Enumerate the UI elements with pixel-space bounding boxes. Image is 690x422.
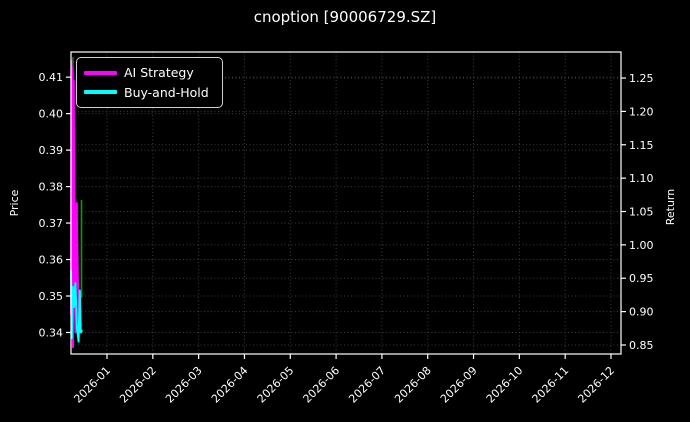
y-tick-label-left: 0.35 [39,290,64,303]
y-tick-label-right: 1.10 [629,172,654,185]
y-tick-label-right: 0.95 [629,272,654,285]
axes-frame [70,51,622,355]
x-tick-label: 2026-04 [209,364,251,406]
y-tick-label-left: 0.39 [39,144,64,157]
x-tick-label: 2026-03 [163,364,205,406]
x-tick-label: 2026-12 [575,364,617,406]
y-tick-label-left: 0.36 [39,254,64,267]
y-tick-label-right: 0.90 [629,306,654,319]
series-line-buy-and-hold [70,269,83,343]
x-tick-label: 2026-10 [484,364,526,406]
x-tick-label: 2026-01 [71,364,113,406]
legend-entry-buy-and-hold: Buy-and-Hold [84,83,215,103]
y-tick-label-right: 0.85 [629,339,654,352]
y-tick-label-right: 1.25 [629,72,654,85]
x-tick-label: 2026-05 [255,364,297,406]
x-tick-label: 2026-11 [530,364,572,406]
legend-entry-ai-strategy: AI Strategy [84,63,215,83]
y-tick-label-left: 0.38 [39,181,64,194]
y-tick-label-left: 0.40 [39,108,64,121]
y-tick-label-right: 1.05 [629,206,654,219]
chart-title: cnoption [90006729.SZ] [253,8,437,26]
y-tick-label-right: 1.15 [629,139,654,152]
x-tick-label: 2026-09 [438,364,480,406]
y-tick-label-left: 0.41 [39,71,64,84]
x-tick-label: 2026-06 [301,364,343,406]
legend-label-ai-strategy: AI Strategy [124,65,194,81]
y-tick-label-right: 1.20 [629,105,654,118]
y-tick-label-left: 0.34 [39,326,64,339]
x-tick-label: 2026-02 [117,364,159,406]
legend: AI Strategy Buy-and-Hold [76,57,223,108]
legend-line-buy-and-hold [84,90,117,95]
y-tick-label-right: 1.00 [629,239,654,252]
legend-line-ai-strategy [84,70,117,75]
x-tick-label: 2026-07 [346,364,388,406]
x-tick-label: 2026-08 [392,364,434,406]
y-tick-label-left: 0.37 [39,217,64,230]
legend-label-buy-and-hold: Buy-and-Hold [124,84,209,100]
